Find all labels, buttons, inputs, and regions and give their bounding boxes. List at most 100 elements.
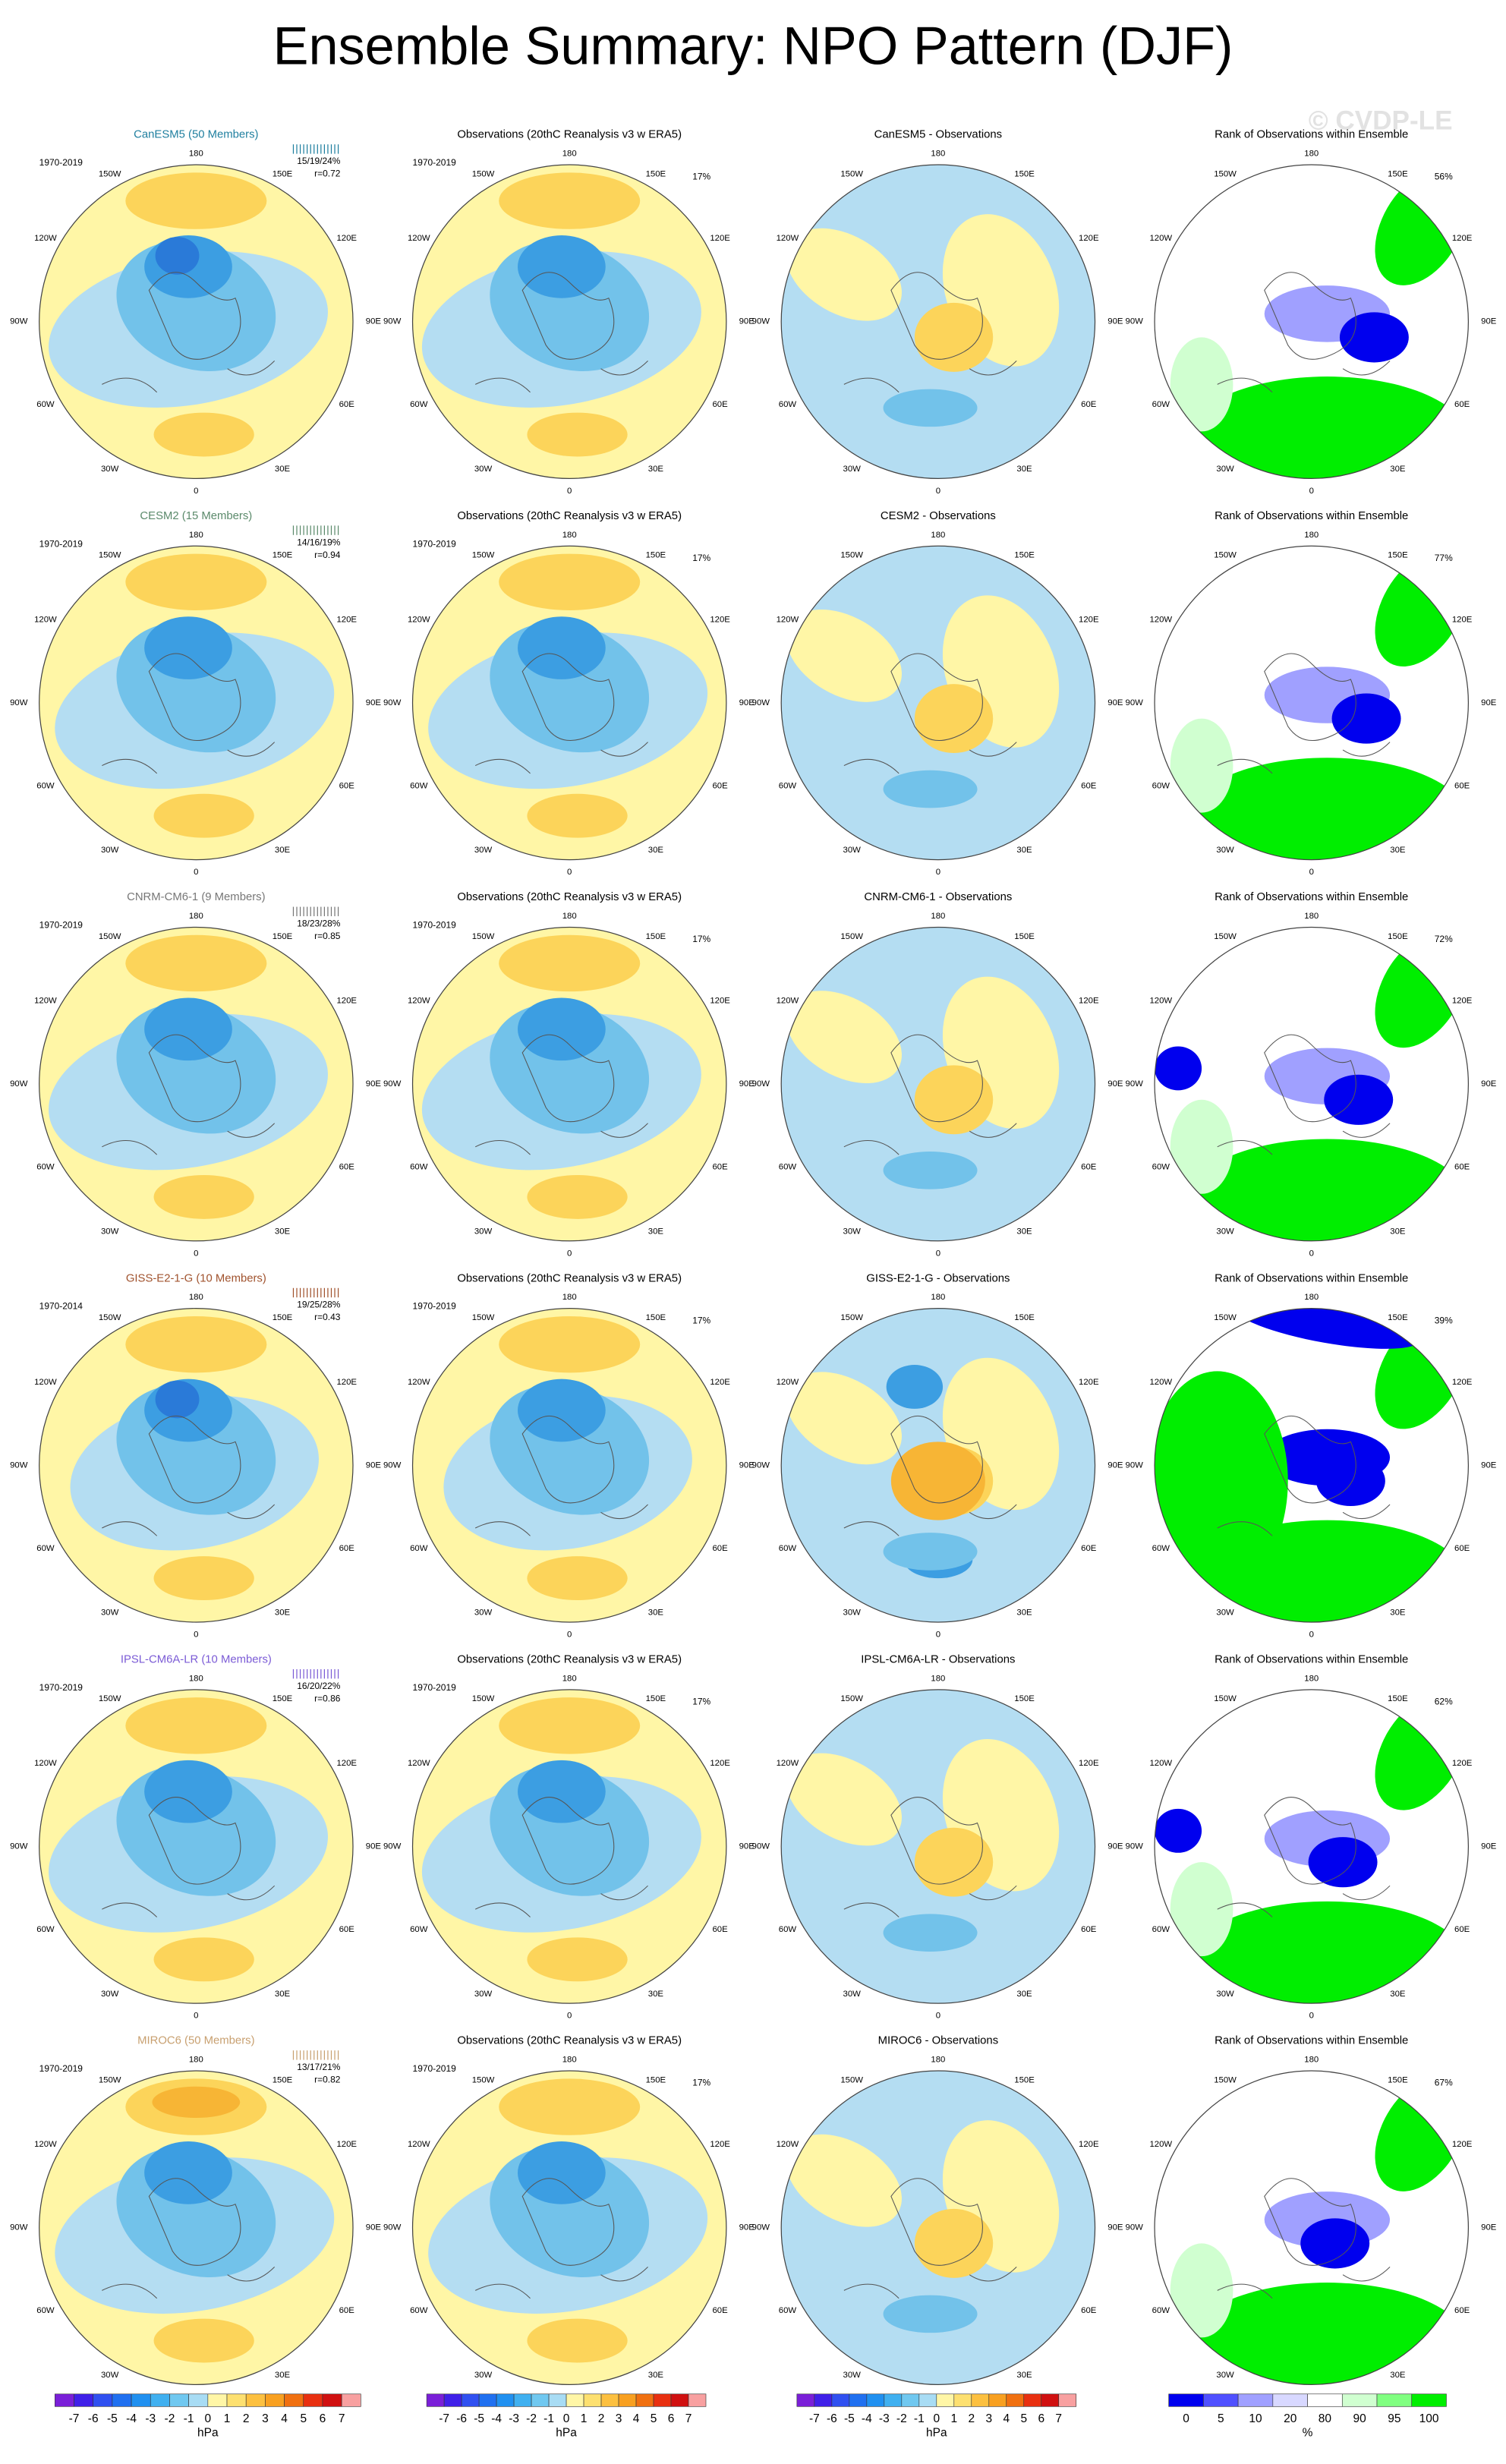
colorbar-box [971,2393,990,2407]
lon-label: 60E [1081,1925,1097,1934]
colorbar-label: -1 [543,2412,554,2425]
lon-label: 120W [1149,2140,1172,2149]
map [39,927,354,1241]
lon-label: 30W [101,846,119,855]
rank-low [1324,1074,1394,1125]
lon-label: 150E [1014,551,1035,560]
lon-label: 90E [366,1842,382,1851]
lon-label: 120W [777,234,799,243]
colorbar-label: 1 [581,2412,588,2425]
colorbar-label: 0 [563,2412,570,2425]
diff-pos [786,1372,902,1465]
contour-high [153,1174,254,1219]
lon-label: 30W [1216,2371,1234,2380]
lon-label: 90E [739,698,755,707]
contour-high [125,934,267,992]
lon-label: 60E [712,1163,728,1172]
colorbar-label: 0 [205,2412,212,2425]
lon-label: 60W [779,1163,797,1172]
diff-pos [914,684,994,754]
map [412,546,726,860]
lon-label: 30W [843,846,862,855]
lon-label: 180 [1304,1674,1319,1683]
period: 1970-2019 [39,538,83,549]
colorbar-label: 0 [933,2412,940,2425]
map-border [1154,1308,1470,1623]
lon-label: 30W [843,1227,862,1236]
lon-label: 60W [1152,1544,1170,1553]
lon-label: 0 [567,1249,572,1258]
lon-label: 0 [936,1249,940,1258]
rank-high [1170,1862,1233,1957]
lon-label: 90E [739,1079,755,1089]
lon-label: 150W [1214,1313,1237,1322]
colorbar-box [1237,2393,1274,2407]
coastline [474,1797,648,1917]
coastline [1217,2178,1391,2299]
lon-label: 30W [474,846,493,855]
panel-title: Rank of Observations within Ensemble [1215,510,1408,522]
lon-label: 60E [1081,1544,1097,1553]
map [412,1308,726,1622]
lon-label: 90W [1126,317,1144,326]
panel-title: Observations (20thC Reanalysis v3 w ERA5… [457,891,682,903]
map-border [411,1689,727,2004]
lon-label: 60E [712,781,728,790]
lon-label: 60E [1081,1163,1097,1172]
lon-label: 90E [739,317,755,326]
lon-label: 60W [36,1163,55,1172]
lon-label: 60W [779,781,797,790]
lon-label: 30E [1016,465,1032,474]
lon-label: 90W [10,317,28,326]
lon-label: 30E [275,846,291,855]
contour-low [155,237,200,275]
lon-label: 60W [1152,781,1170,790]
diff-pos [914,302,994,372]
coastline [474,2178,648,2299]
colorbar-label: 7 [339,2412,345,2425]
diff-pos [786,609,902,702]
colorbar-box [600,2393,619,2407]
lon-label: 120E [1079,2140,1099,2149]
pattern-corr: r=0.82 [314,2075,341,2085]
colorbar-box [653,2393,672,2407]
lon-label: 60W [1152,400,1170,409]
colorbar-box [988,2393,1007,2407]
lon-label: 90W [752,1842,770,1851]
map-border [780,926,1096,1242]
lon-label: 90E [1107,1079,1123,1089]
coastline [102,653,276,774]
contour-low [518,235,606,298]
lon-label: 30W [843,465,862,474]
lon-label: 60E [1454,1163,1470,1172]
lon-label: 60W [36,1925,55,1934]
lon-label: 30W [1216,1227,1234,1236]
period: 1970-2019 [39,920,83,931]
map-border [1154,2070,1470,2386]
colorbar-label: 5 [1218,2412,1224,2425]
colorbar-label: -2 [526,2412,537,2425]
lon-label: 90W [752,1460,770,1470]
rank-high [1170,337,1233,432]
map [781,2071,1095,2385]
lon-label: 90W [10,2223,28,2232]
period: 1970-2019 [39,2063,83,2074]
lon-label: 180 [562,531,577,540]
lon-label: 90W [383,1079,402,1089]
lon-label: 120W [408,2140,430,2149]
map [1155,1308,1469,1622]
pattern-pct: 39% [1435,1315,1453,1325]
colorbar-unit: hPa [556,2427,577,2440]
lon-label: 150W [840,1313,863,1322]
pattern-pct: 62% [1435,1697,1453,1707]
map-border [1154,545,1470,861]
lon-label: 30W [101,1227,119,1236]
lon-label: 150W [472,169,495,178]
lon-label: 150E [646,1694,666,1703]
lon-label: 150E [1388,1694,1408,1703]
colorbar-label: -5 [474,2412,484,2425]
lon-label: 30W [843,1609,862,1618]
map [412,2071,726,2385]
lon-label: 150E [646,1313,666,1322]
lon-label: 90W [383,698,402,707]
